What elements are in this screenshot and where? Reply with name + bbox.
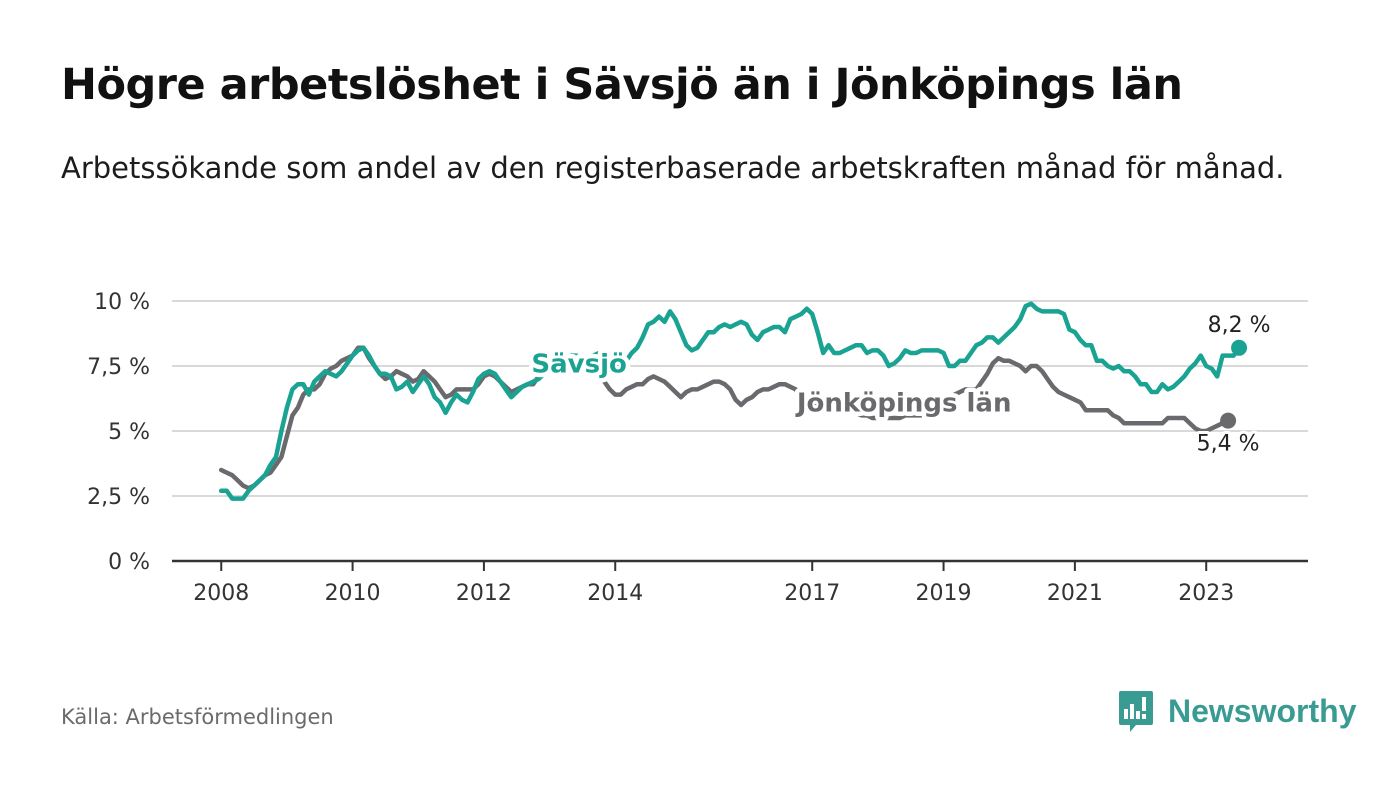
savsjo-end-label: 8,2 %: [1208, 313, 1271, 338]
y-tick-label: 5 %: [108, 420, 150, 445]
y-tick-label: 7,5 %: [87, 355, 150, 380]
y-tick-label: 2,5 %: [87, 485, 150, 510]
x-tick-label: 2021: [1047, 581, 1103, 606]
x-tick-label: 2019: [916, 581, 972, 606]
source-note: Källa: Arbetsförmedlingen: [61, 705, 334, 729]
x-tick-label: 2014: [587, 581, 643, 606]
chart-subtitle: Arbetssökande som andel av den registerb…: [61, 151, 1285, 185]
savsjo-series-label: Sävsjö: [531, 350, 626, 380]
x-tick-label: 2017: [784, 581, 840, 606]
savsjo-series-line: [218, 301, 1242, 501]
y-tick-label: 10 %: [94, 290, 150, 315]
x-tick-label: 2012: [456, 581, 512, 606]
x-tick-label: 2023: [1178, 581, 1234, 606]
newsworthy-logo-icon: [1119, 691, 1153, 732]
jonkoping-series-line: [218, 345, 1231, 491]
savsjo-end-point: [1231, 339, 1248, 356]
y-tick-label: 0 %: [108, 550, 150, 575]
newsworthy-logo[interactable]: Newsworthy: [1118, 689, 1356, 733]
jonkoping-end-label: 5,4 %: [1197, 432, 1260, 457]
x-tick-label: 2010: [325, 581, 381, 606]
x-tick-label: 2008: [193, 581, 249, 606]
jonkoping-series-label: Jönköpings län: [795, 389, 1012, 419]
newsworthy-logo-text: Newsworthy: [1168, 692, 1357, 729]
jonkoping-end-point: [1220, 412, 1237, 429]
chart-title: Högre arbetslöshet i Sävsjö än i Jönköpi…: [61, 60, 1183, 110]
